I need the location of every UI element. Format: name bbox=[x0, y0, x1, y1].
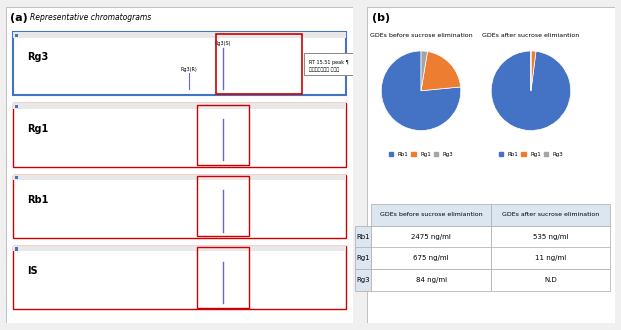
FancyBboxPatch shape bbox=[13, 175, 346, 180]
Text: Representative chromatograms: Representative chromatograms bbox=[30, 13, 152, 22]
FancyBboxPatch shape bbox=[13, 246, 346, 251]
Legend: Rb1, Rg1, Rg3: Rb1, Rg1, Rg3 bbox=[387, 150, 455, 159]
Text: (b): (b) bbox=[373, 13, 391, 23]
FancyBboxPatch shape bbox=[13, 32, 346, 95]
FancyBboxPatch shape bbox=[13, 32, 346, 38]
Wedge shape bbox=[531, 51, 536, 91]
Wedge shape bbox=[491, 51, 571, 130]
Text: RT 15.51 peak ¶: RT 15.51 peak ¶ bbox=[309, 60, 349, 65]
Text: (a): (a) bbox=[10, 13, 27, 23]
Wedge shape bbox=[421, 51, 461, 91]
Text: Rb1: Rb1 bbox=[27, 195, 48, 205]
FancyBboxPatch shape bbox=[13, 103, 346, 167]
FancyBboxPatch shape bbox=[6, 7, 353, 323]
Text: Rg1: Rg1 bbox=[27, 123, 48, 134]
Title: GDEs before sucrose elimination: GDEs before sucrose elimination bbox=[369, 33, 473, 38]
FancyBboxPatch shape bbox=[15, 34, 19, 37]
Text: 정량분석결과에 사용함: 정량분석결과에 사용함 bbox=[309, 67, 340, 72]
FancyBboxPatch shape bbox=[368, 7, 615, 323]
FancyBboxPatch shape bbox=[15, 105, 19, 108]
FancyBboxPatch shape bbox=[304, 52, 384, 75]
FancyBboxPatch shape bbox=[13, 103, 346, 109]
FancyBboxPatch shape bbox=[13, 175, 346, 238]
Text: Rg3(S): Rg3(S) bbox=[214, 41, 231, 46]
FancyBboxPatch shape bbox=[13, 246, 346, 309]
Wedge shape bbox=[421, 51, 427, 91]
Wedge shape bbox=[381, 51, 461, 130]
Text: Rg3: Rg3 bbox=[27, 52, 48, 62]
Text: Rg3(R): Rg3(R) bbox=[181, 67, 197, 72]
Legend: Rb1, Rg1, Rg3: Rb1, Rg1, Rg3 bbox=[497, 150, 565, 159]
Title: GDEs after sucrose elimiantion: GDEs after sucrose elimiantion bbox=[483, 33, 579, 38]
FancyBboxPatch shape bbox=[15, 248, 19, 250]
FancyBboxPatch shape bbox=[15, 176, 19, 179]
Text: IS: IS bbox=[27, 266, 38, 276]
